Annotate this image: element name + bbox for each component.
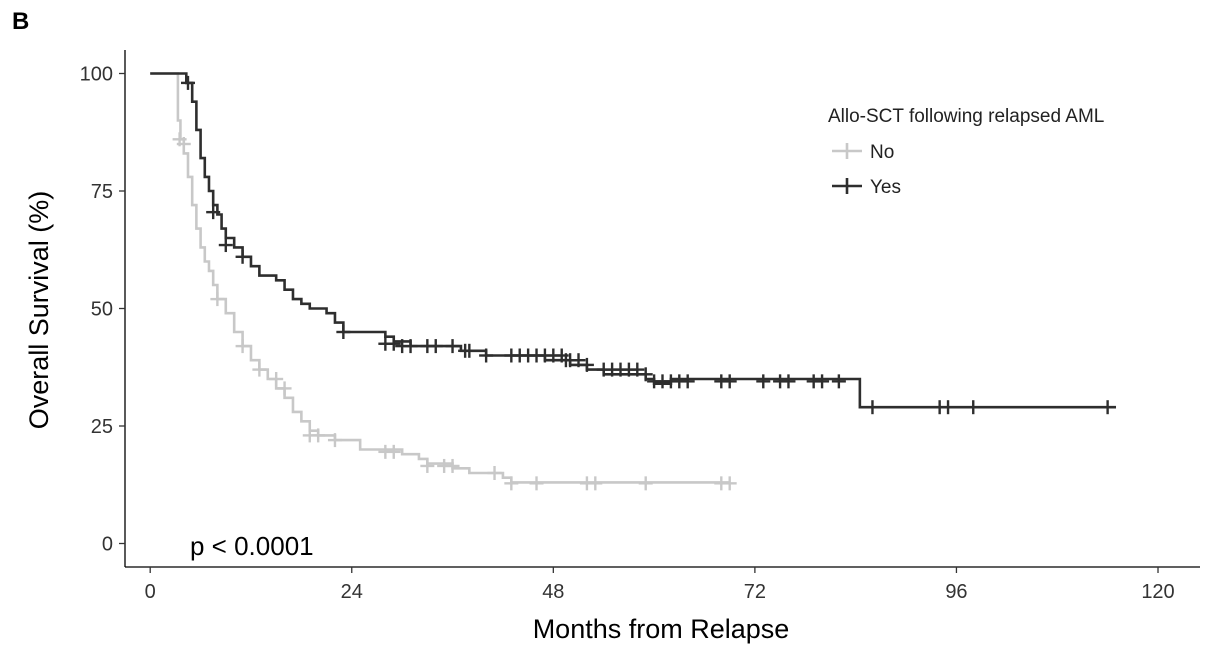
censor-mark-yes bbox=[966, 400, 981, 415]
censor-mark-no bbox=[327, 433, 342, 448]
survival-curve-no bbox=[150, 72, 730, 484]
censor-mark-no bbox=[252, 362, 267, 377]
y-tick-label: 50 bbox=[91, 299, 113, 321]
censor-mark-no bbox=[487, 466, 502, 480]
censor-mark-no bbox=[445, 458, 460, 473]
censor-mark-yes bbox=[722, 374, 737, 389]
y-tick-label: 100 bbox=[80, 64, 113, 86]
censor-mark-no bbox=[638, 476, 653, 491]
censor-mark-no bbox=[588, 476, 603, 491]
y-tick-label: 75 bbox=[91, 181, 113, 203]
censor-mark-yes bbox=[781, 374, 796, 389]
y-tick-label: 25 bbox=[91, 416, 113, 438]
censor-mark-no bbox=[277, 381, 292, 396]
censor-mark-no bbox=[722, 476, 737, 491]
censor-mark-no bbox=[210, 292, 225, 307]
censor-mark-yes bbox=[445, 339, 460, 354]
censor-mark-yes bbox=[571, 353, 586, 368]
censor-mark-no bbox=[504, 476, 519, 491]
censor-mark-no bbox=[311, 428, 326, 443]
censor-mark-no bbox=[269, 372, 284, 386]
legend-title: Allo-SCT following relapsed AML bbox=[828, 106, 1104, 127]
censor-mark-yes bbox=[336, 325, 351, 339]
x-tick-label: 0 bbox=[145, 581, 156, 603]
y-tick-label: 0 bbox=[102, 534, 113, 556]
censor-mark-yes bbox=[865, 400, 880, 415]
x-tick-label: 24 bbox=[341, 581, 363, 603]
series-layer bbox=[150, 72, 1117, 491]
censor-mark-yes bbox=[428, 339, 443, 354]
x-tick-label: 120 bbox=[1141, 581, 1174, 603]
censor-mark-yes bbox=[403, 339, 418, 354]
censor-mark-no bbox=[420, 458, 435, 473]
axes: 0 24 48 72 96 120 0 25 50 75 100 bbox=[80, 50, 1200, 603]
censor-mark-no bbox=[176, 137, 191, 151]
censor-mark-no bbox=[235, 339, 250, 354]
censor-mark-yes bbox=[579, 357, 594, 372]
legend-key-no bbox=[832, 143, 862, 159]
censor-mark-yes bbox=[815, 374, 830, 389]
legend-label-no: No bbox=[870, 142, 894, 163]
x-axis-title: Months from Relapse bbox=[533, 614, 790, 644]
censor-mark-yes bbox=[462, 343, 477, 358]
censor-mark-yes bbox=[638, 367, 653, 382]
censor-mark-yes bbox=[180, 75, 195, 90]
censor-mark-no bbox=[529, 476, 544, 491]
censor-mark-yes bbox=[479, 348, 494, 363]
legend-key-yes bbox=[832, 178, 862, 194]
panel-letter: B bbox=[12, 8, 30, 35]
censor-mark-yes bbox=[680, 374, 695, 389]
censor-mark-yes bbox=[206, 205, 221, 220]
legend: Allo-SCT following relapsed AML No Yes bbox=[828, 106, 1104, 198]
legend-label-yes: Yes bbox=[870, 177, 901, 198]
censor-mark-yes bbox=[386, 336, 401, 351]
p-value-annotation: p < 0.0001 bbox=[190, 531, 314, 561]
censor-mark-yes bbox=[1100, 400, 1115, 415]
x-tick-label: 72 bbox=[744, 581, 766, 603]
censor-mark-yes bbox=[235, 249, 250, 264]
censor-mark-yes bbox=[756, 374, 771, 389]
y-axis-title: Overall Survival (%) bbox=[24, 191, 54, 430]
x-tick-label: 96 bbox=[945, 581, 967, 603]
censor-mark-yes bbox=[218, 238, 233, 253]
censor-mark-yes bbox=[630, 362, 645, 377]
censor-mark-yes bbox=[831, 374, 846, 389]
censor-mark-no bbox=[386, 444, 401, 459]
x-tick-label: 48 bbox=[542, 581, 564, 603]
censor-mark-yes bbox=[941, 400, 956, 415]
